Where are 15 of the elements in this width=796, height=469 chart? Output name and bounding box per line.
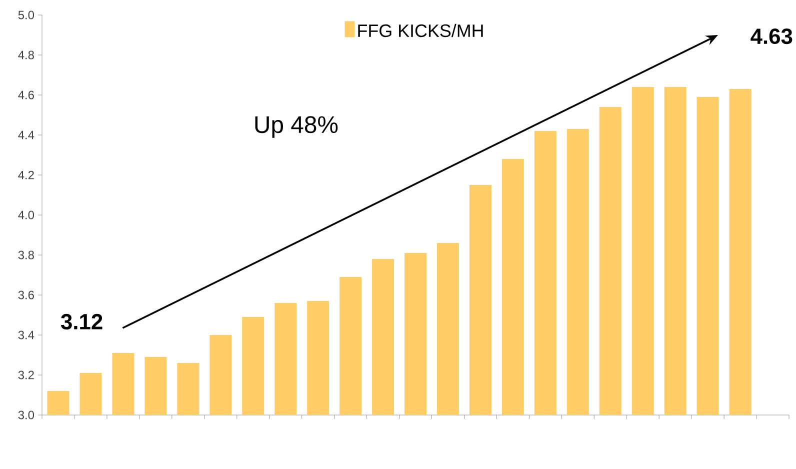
annotation: 3.12 [60, 314, 102, 330]
y-tick-label: 3.0 [18, 410, 34, 420]
y-tick-label: 4.2 [18, 170, 34, 180]
y-tick-label: 3.2 [18, 370, 34, 380]
annotation: Up 48% [255, 116, 338, 138]
y-tick-label: 4.6 [18, 90, 34, 100]
y-tick-label: 4.8 [18, 50, 34, 60]
y-tick-label: 5.0 [18, 10, 34, 20]
y-tick-label: 3.8 [18, 250, 34, 260]
legend-label: FFG KICKS/MH [358, 24, 483, 38]
y-tick-label: 4.4 [18, 130, 34, 140]
y-tick-label: 4.0 [18, 210, 34, 220]
y-tick-label: 3.6 [18, 290, 34, 300]
annotation: 4.63 [750, 28, 792, 44]
y-tick-label: 3.4 [18, 330, 34, 340]
